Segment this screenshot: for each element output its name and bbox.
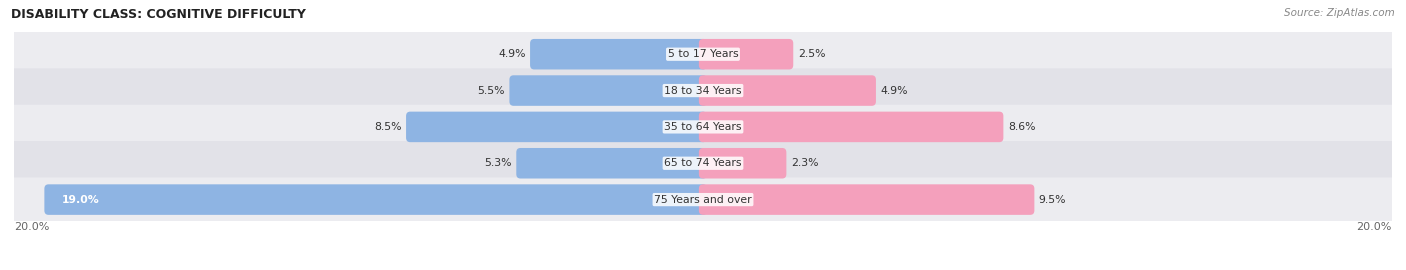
Text: 20.0%: 20.0% [14,222,49,232]
Text: 75 Years and over: 75 Years and over [654,195,752,205]
Text: 18 to 34 Years: 18 to 34 Years [664,86,742,96]
Text: 5.5%: 5.5% [478,86,505,96]
FancyBboxPatch shape [699,184,1035,215]
Text: 65 to 74 Years: 65 to 74 Years [664,158,742,168]
Text: 19.0%: 19.0% [62,195,100,205]
FancyBboxPatch shape [3,141,1403,185]
Text: 35 to 64 Years: 35 to 64 Years [664,122,742,132]
Text: 20.0%: 20.0% [1357,222,1392,232]
FancyBboxPatch shape [45,184,707,215]
FancyBboxPatch shape [699,148,786,178]
FancyBboxPatch shape [3,105,1403,149]
Text: 5.3%: 5.3% [484,158,512,168]
Text: 5 to 17 Years: 5 to 17 Years [668,49,738,59]
Text: 2.3%: 2.3% [790,158,818,168]
FancyBboxPatch shape [3,32,1403,76]
FancyBboxPatch shape [509,75,707,106]
FancyBboxPatch shape [699,75,876,106]
FancyBboxPatch shape [3,68,1403,113]
Text: DISABILITY CLASS: COGNITIVE DIFFICULTY: DISABILITY CLASS: COGNITIVE DIFFICULTY [11,8,307,21]
Text: 4.9%: 4.9% [498,49,526,59]
Text: 9.5%: 9.5% [1039,195,1066,205]
FancyBboxPatch shape [406,112,707,142]
Text: 8.5%: 8.5% [374,122,402,132]
FancyBboxPatch shape [3,177,1403,222]
FancyBboxPatch shape [530,39,707,69]
FancyBboxPatch shape [516,148,707,178]
Text: Source: ZipAtlas.com: Source: ZipAtlas.com [1284,8,1395,18]
Text: 2.5%: 2.5% [797,49,825,59]
Text: 4.9%: 4.9% [880,86,908,96]
Text: 8.6%: 8.6% [1008,122,1035,132]
FancyBboxPatch shape [699,39,793,69]
FancyBboxPatch shape [699,112,1004,142]
